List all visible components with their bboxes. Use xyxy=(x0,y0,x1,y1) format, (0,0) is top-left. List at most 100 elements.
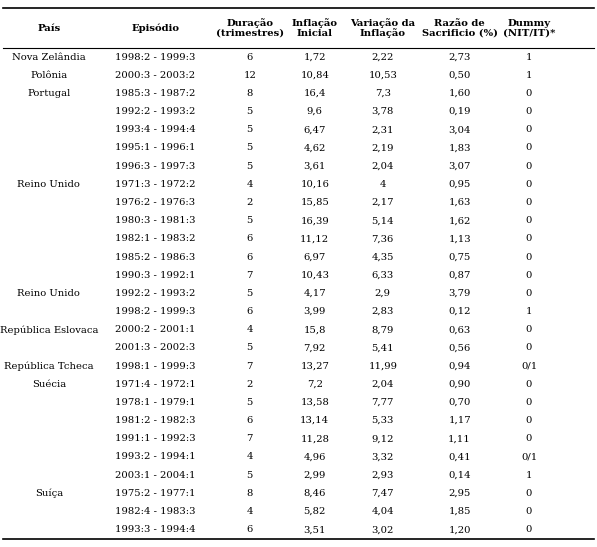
Text: 8: 8 xyxy=(247,489,253,498)
Text: 0,70: 0,70 xyxy=(448,398,471,407)
Text: 0,41: 0,41 xyxy=(448,452,471,462)
Text: 1998:2 - 1999:3: 1998:2 - 1999:3 xyxy=(115,53,195,62)
Text: 3,78: 3,78 xyxy=(371,107,394,116)
Text: 5: 5 xyxy=(247,470,253,480)
Text: 8,46: 8,46 xyxy=(303,489,326,498)
Text: 2,19: 2,19 xyxy=(371,143,394,153)
Text: 6,97: 6,97 xyxy=(304,253,326,261)
Text: 0,19: 0,19 xyxy=(448,107,471,116)
Text: 2,17: 2,17 xyxy=(371,198,394,207)
Text: 6: 6 xyxy=(247,234,253,243)
Text: 3,07: 3,07 xyxy=(448,162,471,171)
Text: 2,83: 2,83 xyxy=(371,307,394,316)
Text: 13,58: 13,58 xyxy=(300,398,329,407)
Text: 1978:1 - 1979:1: 1978:1 - 1979:1 xyxy=(115,398,195,407)
Text: 1990:3 - 1992:1: 1990:3 - 1992:1 xyxy=(115,271,195,280)
Text: 4: 4 xyxy=(247,507,253,516)
Text: 1976:2 - 1976:3: 1976:2 - 1976:3 xyxy=(115,198,195,207)
Text: 1,85: 1,85 xyxy=(448,507,471,516)
Text: 12: 12 xyxy=(244,71,256,80)
Text: 1: 1 xyxy=(526,71,533,80)
Text: República Eslovaca: República Eslovaca xyxy=(0,325,98,335)
Text: 4,17: 4,17 xyxy=(303,289,326,298)
Text: 1,17: 1,17 xyxy=(448,416,471,425)
Text: 1: 1 xyxy=(526,53,533,62)
Text: República Tcheca: República Tcheca xyxy=(4,362,94,371)
Text: 4,04: 4,04 xyxy=(371,507,394,516)
Text: 13,27: 13,27 xyxy=(300,362,329,371)
Text: 9,12: 9,12 xyxy=(371,434,394,443)
Text: Polônia: Polônia xyxy=(30,71,67,80)
Text: 0: 0 xyxy=(526,253,532,261)
Text: 6,47: 6,47 xyxy=(303,125,326,135)
Text: Duração
(trimestres): Duração (trimestres) xyxy=(216,18,284,38)
Text: 0: 0 xyxy=(526,234,532,243)
Text: 0: 0 xyxy=(526,198,532,207)
Text: 5: 5 xyxy=(247,289,253,298)
Text: 5: 5 xyxy=(247,344,253,352)
Text: 1998:1 - 1999:3: 1998:1 - 1999:3 xyxy=(115,362,195,371)
Text: 2,95: 2,95 xyxy=(448,489,471,498)
Text: 5,14: 5,14 xyxy=(371,216,394,225)
Text: Inflação
Inicial: Inflação Inicial xyxy=(292,18,338,38)
Text: 0: 0 xyxy=(526,325,532,334)
Text: 4,96: 4,96 xyxy=(303,452,326,462)
Text: 2,99: 2,99 xyxy=(303,470,326,480)
Text: 0: 0 xyxy=(526,180,532,189)
Text: 2001:3 - 2002:3: 2001:3 - 2002:3 xyxy=(115,344,195,352)
Text: 3,51: 3,51 xyxy=(303,525,326,534)
Text: 6: 6 xyxy=(247,307,253,316)
Text: 11,12: 11,12 xyxy=(300,234,330,243)
Text: 8: 8 xyxy=(247,89,253,98)
Text: 5: 5 xyxy=(247,398,253,407)
Text: 0: 0 xyxy=(526,107,532,116)
Text: 13,14: 13,14 xyxy=(300,416,330,425)
Text: 0,50: 0,50 xyxy=(448,71,471,80)
Text: 11,99: 11,99 xyxy=(368,362,397,371)
Text: 15,8: 15,8 xyxy=(303,325,326,334)
Text: 0: 0 xyxy=(526,344,532,352)
Text: 1993:4 - 1994:4: 1993:4 - 1994:4 xyxy=(115,125,196,135)
Text: 8,79: 8,79 xyxy=(371,325,394,334)
Text: 0: 0 xyxy=(526,125,532,135)
Text: 1971:3 - 1972:2: 1971:3 - 1972:2 xyxy=(115,180,195,189)
Text: 1982:1 - 1983:2: 1982:1 - 1983:2 xyxy=(115,234,195,243)
Text: 0,87: 0,87 xyxy=(448,271,471,280)
Text: 6: 6 xyxy=(247,416,253,425)
Text: Variação da
Inflação: Variação da Inflação xyxy=(350,18,416,38)
Text: 0: 0 xyxy=(526,489,532,498)
Text: 0: 0 xyxy=(526,271,532,280)
Text: 16,39: 16,39 xyxy=(300,216,329,225)
Text: 1981:2 - 1982:3: 1981:2 - 1982:3 xyxy=(115,416,195,425)
Text: 2000:3 - 2003:2: 2000:3 - 2003:2 xyxy=(115,71,195,80)
Text: 0: 0 xyxy=(526,143,532,153)
Text: 6: 6 xyxy=(247,525,253,534)
Text: 3,32: 3,32 xyxy=(371,452,394,462)
Text: 9,6: 9,6 xyxy=(307,107,323,116)
Text: Portugal: Portugal xyxy=(27,89,70,98)
Text: 0: 0 xyxy=(526,89,532,98)
Text: 4: 4 xyxy=(247,452,253,462)
Text: 11,28: 11,28 xyxy=(300,434,330,443)
Text: 7,47: 7,47 xyxy=(371,489,394,498)
Text: 3,02: 3,02 xyxy=(371,525,394,534)
Text: Suíça: Suíça xyxy=(35,488,63,498)
Text: 5: 5 xyxy=(247,125,253,135)
Text: 1,60: 1,60 xyxy=(448,89,471,98)
Text: 5: 5 xyxy=(247,162,253,171)
Text: 1980:3 - 1981:3: 1980:3 - 1981:3 xyxy=(115,216,195,225)
Text: 0,94: 0,94 xyxy=(448,362,471,371)
Text: 1: 1 xyxy=(526,307,533,316)
Text: 4,35: 4,35 xyxy=(371,253,394,261)
Text: 0,95: 0,95 xyxy=(448,180,471,189)
Text: 2,9: 2,9 xyxy=(375,289,390,298)
Text: 0,63: 0,63 xyxy=(448,325,470,334)
Text: 5,82: 5,82 xyxy=(303,507,326,516)
Text: 1,20: 1,20 xyxy=(448,525,471,534)
Text: 0,90: 0,90 xyxy=(448,380,471,389)
Text: 1,83: 1,83 xyxy=(448,143,471,153)
Text: 7,92: 7,92 xyxy=(303,344,326,352)
Text: 2000:2 - 2001:1: 2000:2 - 2001:1 xyxy=(115,325,195,334)
Text: 5: 5 xyxy=(247,107,253,116)
Text: 10,16: 10,16 xyxy=(300,180,329,189)
